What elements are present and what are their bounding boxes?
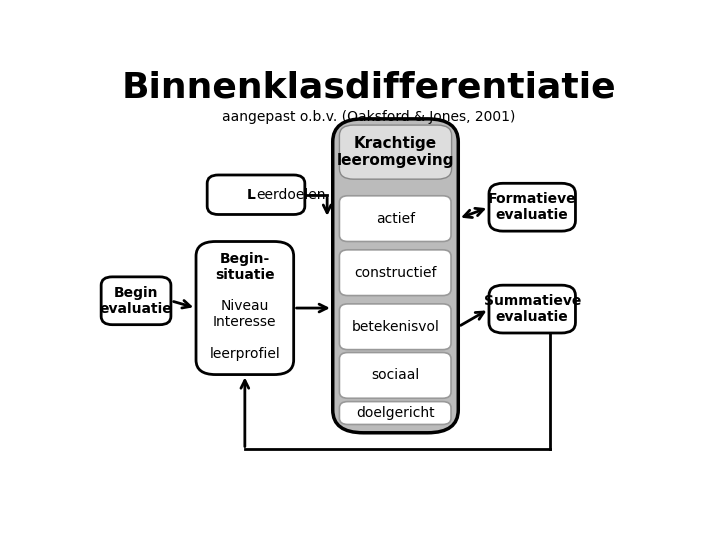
Text: doelgericht: doelgericht — [356, 406, 435, 420]
Text: Begin-: Begin- — [220, 252, 270, 266]
Text: Begin
evaluatie: Begin evaluatie — [99, 286, 172, 316]
Text: Interesse: Interesse — [213, 315, 276, 329]
Text: aangepast o.b.v. (Oaksford & Jones, 2001): aangepast o.b.v. (Oaksford & Jones, 2001… — [222, 110, 516, 124]
Text: actief: actief — [376, 212, 415, 226]
FancyBboxPatch shape — [489, 183, 575, 231]
Text: constructief: constructief — [354, 266, 436, 280]
Text: Formatieve
evaluatie: Formatieve evaluatie — [488, 192, 577, 222]
FancyBboxPatch shape — [339, 196, 451, 241]
FancyBboxPatch shape — [196, 241, 294, 375]
Text: situatie: situatie — [215, 268, 274, 282]
FancyBboxPatch shape — [207, 175, 305, 214]
FancyBboxPatch shape — [489, 285, 575, 333]
FancyBboxPatch shape — [339, 402, 451, 424]
Text: eerdoelen: eerdoelen — [256, 188, 325, 202]
FancyBboxPatch shape — [339, 250, 451, 295]
FancyBboxPatch shape — [339, 125, 451, 179]
FancyBboxPatch shape — [101, 277, 171, 325]
FancyBboxPatch shape — [339, 353, 451, 399]
FancyBboxPatch shape — [333, 119, 459, 433]
Text: leerprofiel: leerprofiel — [210, 347, 280, 361]
Text: L: L — [247, 188, 256, 202]
Text: betekenisvol: betekenisvol — [351, 320, 439, 334]
Text: Krachtige
leeromgeving: Krachtige leeromgeving — [337, 136, 454, 168]
Text: Binnenklasdifferentiatie: Binnenklasdifferentiatie — [122, 71, 616, 105]
Text: Summatieve
evaluatie: Summatieve evaluatie — [484, 294, 581, 324]
Text: sociaal: sociaal — [371, 368, 419, 382]
FancyBboxPatch shape — [339, 304, 451, 349]
Text: Niveau: Niveau — [220, 299, 269, 313]
